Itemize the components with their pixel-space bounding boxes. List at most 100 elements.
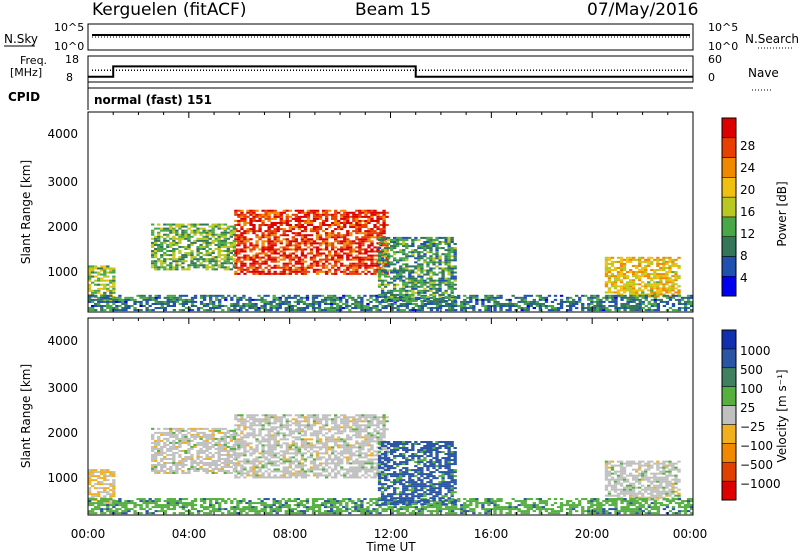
power-cell (334, 240, 338, 243)
power-cell (321, 248, 326, 251)
power-cell (370, 262, 374, 265)
power-cell (364, 211, 368, 214)
power-cell (363, 307, 367, 310)
power-cell (282, 264, 286, 267)
power-cell (343, 268, 347, 271)
power-cell (447, 240, 451, 243)
power-cell (312, 240, 317, 243)
velocity-cell (340, 438, 344, 441)
power-cell (333, 302, 337, 305)
power-cell (662, 266, 666, 270)
power-cell (239, 309, 243, 312)
power-cell (300, 223, 305, 227)
power-cell (100, 294, 104, 297)
power-cell (184, 247, 188, 251)
velocity-cell (306, 444, 311, 447)
power-cell (650, 269, 654, 272)
power-cell (193, 241, 197, 244)
power-cell (172, 254, 176, 257)
power-cell (405, 253, 409, 256)
power-cell (402, 269, 406, 272)
power-cell (379, 232, 383, 235)
power-cell (346, 211, 350, 214)
velocity-cell (382, 446, 386, 449)
power-cell (373, 219, 377, 222)
power-cell (575, 307, 579, 310)
velocity-cell (300, 470, 305, 473)
power-cell (665, 256, 669, 259)
velocity-cell (349, 420, 353, 423)
velocity-cell (306, 446, 311, 449)
power-cell (355, 219, 359, 222)
power-cell (261, 213, 265, 216)
power-cell (444, 295, 448, 298)
power-cell (214, 268, 218, 271)
power-cell (671, 287, 675, 290)
velocity-cell (258, 476, 262, 479)
power-cell (370, 211, 374, 214)
velocity-cell (349, 438, 353, 441)
velocity-cell (243, 460, 247, 463)
power-cell (466, 296, 470, 299)
power-cell (387, 302, 391, 305)
power-cell (435, 304, 440, 308)
power-cell (385, 215, 389, 218)
velocity-cell (285, 414, 289, 417)
power-cell (255, 262, 259, 265)
power-cell (112, 302, 116, 305)
power-cell (653, 283, 657, 286)
velocity-cell (243, 420, 247, 423)
velocity-cell (358, 442, 362, 445)
power-cell (364, 219, 368, 222)
power-cell (379, 234, 383, 237)
power-cell (435, 249, 439, 252)
date-title: 07/May/2016 (587, 0, 699, 20)
power-cell (674, 283, 678, 286)
power-cell (258, 215, 262, 218)
power-cell (668, 279, 672, 282)
velocity-cell (318, 452, 323, 455)
power-cell (279, 242, 283, 245)
power-cell (339, 298, 343, 301)
power-cell (432, 291, 436, 294)
power-cell (656, 273, 660, 276)
velocity-cell (367, 434, 371, 437)
power-cell (263, 304, 267, 308)
power-cell (246, 211, 250, 214)
velocity-cell (264, 458, 268, 461)
velocity-cell (303, 470, 308, 473)
power-cell (493, 304, 497, 308)
power-cell (348, 294, 352, 297)
power-cell (234, 236, 238, 239)
power-cell (383, 279, 388, 282)
velocity-cell (340, 474, 344, 477)
velocity-cell (321, 466, 326, 469)
power-cell (291, 256, 296, 259)
power-cell (258, 252, 262, 255)
power-cell (294, 215, 299, 218)
power-cell (420, 251, 424, 254)
power-cell (441, 297, 445, 301)
power-cell (315, 272, 320, 275)
power-cell (315, 232, 320, 235)
velocity-cell (252, 434, 256, 437)
velocity-cell (318, 422, 323, 425)
velocity-cell (246, 458, 250, 461)
power-cell (376, 248, 380, 251)
power-cell (453, 279, 457, 282)
power-cell (635, 283, 639, 286)
velocity-cell (208, 435, 212, 438)
power-cell (544, 298, 549, 301)
velocity-cell (279, 454, 283, 457)
power-cell (444, 253, 448, 256)
power-cell (604, 258, 609, 261)
power-cell (297, 211, 302, 214)
power-cell (375, 296, 379, 299)
power-cell (662, 293, 666, 296)
power-cell (438, 279, 442, 282)
power-cell (411, 251, 415, 254)
power-cell (318, 215, 323, 218)
velocity-cell (267, 418, 271, 421)
power-cell (288, 230, 292, 233)
